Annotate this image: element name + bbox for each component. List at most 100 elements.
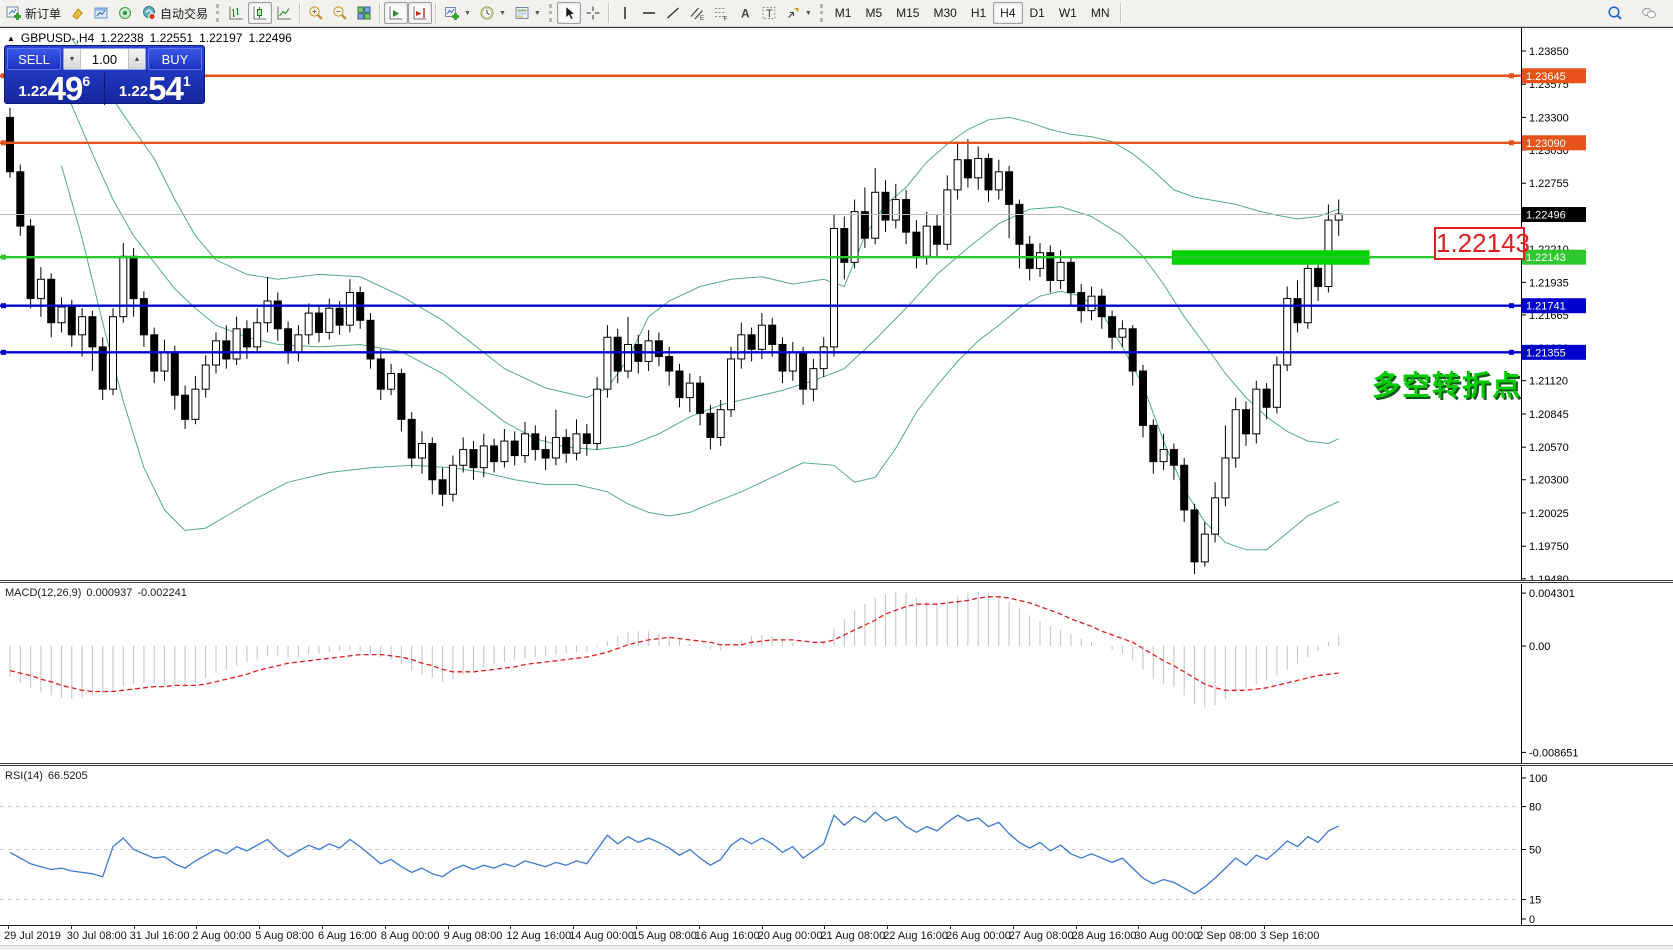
rsi-scale[interactable]: 100 80 50 15 0 — [1521, 767, 1547, 925]
chart-annotation-text[interactable]: 多空转折点 — [1372, 370, 1523, 401]
auto-scroll-button[interactable] — [384, 2, 409, 24]
chevron-down-icon[interactable]: ▼ — [533, 9, 541, 17]
tf-h4-button[interactable]: H4 — [993, 2, 1023, 24]
autotrading-button[interactable]: 自动交易 — [137, 2, 212, 24]
tile-windows-button[interactable] — [352, 2, 376, 24]
text-button[interactable]: A — [733, 2, 757, 24]
buy-button[interactable]: BUY — [148, 48, 202, 70]
cursor-button[interactable] — [556, 2, 581, 24]
svg-text:1.23300: 1.23300 — [1529, 112, 1569, 124]
horizontal-line-button[interactable] — [637, 2, 661, 24]
text-label-button[interactable]: T — [757, 2, 781, 24]
time-tick — [8, 926, 9, 929]
time-label: 12 Aug 16:00 — [506, 930, 572, 942]
sell-price[interactable]: 1.22 49 6 — [5, 72, 105, 105]
panel-divider[interactable] — [0, 763, 1673, 766]
main-chart-panel[interactable]: 1.238501.235751.233001.230301.227551.224… — [0, 28, 1673, 580]
buy-price-pipette: 1 — [182, 73, 191, 89]
toolbar-grip[interactable] — [548, 4, 552, 22]
candle-chart-type-button[interactable] — [248, 2, 273, 24]
trend-line-button[interactable] — [661, 2, 685, 24]
tf-h4-label: H4 — [1000, 6, 1016, 20]
tf-d1-button[interactable]: D1 — [1023, 2, 1052, 24]
tf-w1-button[interactable]: W1 — [1052, 2, 1084, 24]
time-tick — [510, 926, 512, 929]
sell-button[interactable]: SELL — [7, 48, 61, 70]
periods-button[interactable]: ▼ — [475, 2, 510, 24]
panel-divider[interactable] — [0, 580, 1673, 583]
time-label: 15 Aug 08:00 — [632, 930, 697, 942]
zoom-in-button[interactable] — [304, 2, 328, 24]
indicators-button[interactable]: ▼ — [440, 2, 475, 24]
time-label: 2 Sep 08:00 — [1197, 930, 1257, 942]
time-label: 30 Aug 00:00 — [1134, 930, 1200, 942]
tf-mn-button[interactable]: MN — [1084, 2, 1117, 24]
trend-line-icon — [665, 5, 681, 21]
chat-button[interactable] — [1637, 2, 1661, 24]
vertical-line-button[interactable] — [613, 2, 637, 24]
time-label: 9 Aug 08:00 — [443, 930, 503, 942]
macd-panel[interactable]: 0.004301 0.00 -0.008651 — [0, 584, 1673, 763]
time-tick — [636, 926, 637, 929]
macd-indicator-label: MACD(12,26,9) 0.000937 -0.002241 — [5, 587, 187, 599]
chart-frame-border — [0, 27, 1673, 28]
bollinger-lower-band — [61, 165, 1339, 551]
new-order-button[interactable]: 新订单 — [2, 2, 65, 24]
time-label: 20 Aug 00:00 — [757, 930, 823, 942]
price-callout-label[interactable]: 1.22143 — [1434, 227, 1530, 260]
macd-signal-line — [9, 596, 1339, 693]
line-chart-type-icon — [276, 5, 292, 21]
line-chart-type-button[interactable] — [272, 2, 296, 24]
main-toolbar: 新订单 自动交易 ▼ ▼ ▼ E F A T ▼ M1 M5 M15 M30 H1 H4 D1 W1 MN — [0, 0, 1673, 27]
fibonacci-button[interactable]: F — [709, 2, 733, 24]
time-tick — [1075, 926, 1077, 929]
history-button[interactable] — [65, 2, 89, 24]
chevron-down-icon[interactable]: ▼ — [464, 9, 471, 17]
time-label: 2 Aug 00:00 — [192, 930, 252, 942]
time-label: 8 Aug 00:00 — [380, 930, 440, 942]
zoom-out-button[interactable] — [328, 2, 352, 24]
svg-text:1.22143: 1.22143 — [1526, 252, 1566, 264]
svg-text:1.21355: 1.21355 — [1526, 347, 1566, 359]
tf-m30-button[interactable]: M30 — [926, 2, 963, 24]
tf-mn-label: MN — [1090, 6, 1110, 20]
tf-m1-button[interactable]: M1 — [828, 2, 859, 24]
search-button[interactable] — [1603, 2, 1627, 24]
sell-price-pipette: 6 — [82, 73, 91, 89]
new-order-icon — [6, 5, 22, 21]
time-tick — [573, 926, 575, 929]
chart-shift-button[interactable] — [408, 2, 433, 24]
volume-decrease-button[interactable]: ▼ — [64, 49, 81, 69]
time-label: 27 Aug 08:00 — [1008, 930, 1074, 942]
arrows-button[interactable]: ▼ — [781, 2, 816, 24]
rsi-panel[interactable]: 100 80 50 15 0 — [0, 767, 1673, 925]
toolbar-grip[interactable] — [819, 4, 823, 22]
collapse-arrow-icon[interactable]: ▲ — [7, 33, 15, 43]
macd-scale[interactable]: 0.004301 0.00 -0.008651 — [1521, 584, 1579, 763]
bar-chart-type-button[interactable] — [224, 2, 248, 24]
volume-input[interactable]: 1.00 — [81, 49, 128, 69]
toolbar-separator — [379, 3, 382, 23]
crosshair-button[interactable] — [581, 2, 605, 24]
tf-d1-label: D1 — [1029, 6, 1045, 20]
time-tick — [887, 926, 889, 929]
equidistant-channel-button[interactable]: E — [685, 2, 709, 24]
price-scale[interactable]: 1.238501.235751.233001.230301.227551.224… — [1521, 28, 1586, 580]
svg-text:1.20025: 1.20025 — [1529, 508, 1569, 520]
toolbar-grip[interactable] — [216, 4, 220, 22]
auto-scroll-icon — [388, 5, 404, 21]
signals-icon — [117, 5, 133, 21]
volume-increase-button[interactable]: ▲ — [128, 49, 145, 69]
charts-button[interactable] — [89, 2, 113, 24]
chevron-down-icon[interactable]: ▼ — [498, 9, 506, 17]
tf-m5-button[interactable]: M5 — [858, 2, 889, 24]
chevron-down-icon[interactable]: ▼ — [804, 9, 812, 17]
new-order-label: 新订单 — [25, 6, 62, 21]
bar-chart-type-icon — [228, 5, 244, 21]
tf-m15-button[interactable]: M15 — [889, 2, 926, 24]
templates-button[interactable]: ▼ — [510, 2, 545, 24]
buy-price[interactable]: 1.22 54 1 — [106, 72, 205, 105]
time-axis[interactable]: 29 Jul 2019 30 Jul 08:00 31 Jul 16:00 2 Aug… — [0, 925, 1673, 945]
signals-button[interactable] — [113, 2, 137, 24]
tf-h1-button[interactable]: H1 — [964, 2, 993, 24]
